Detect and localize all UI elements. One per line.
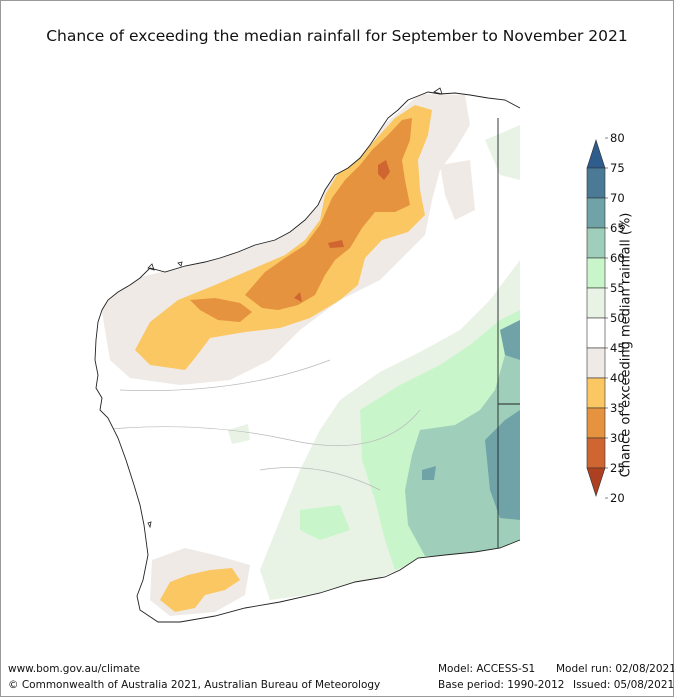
contour-lines xyxy=(99,359,421,491)
colorbar-tick-label: 50 xyxy=(610,311,625,325)
colorbar-tick-label: 30 xyxy=(610,431,625,445)
model-text: Model: ACCESS-S1 xyxy=(438,663,536,675)
map-title: Chance of exceeding the median rainfall … xyxy=(46,27,628,45)
coastline xyxy=(94,91,521,623)
colorbar-tick-label: 70 xyxy=(610,191,625,205)
colorbar-box-c70_75 xyxy=(586,167,606,199)
colorbar-tick-label: 55 xyxy=(610,281,625,295)
copyright-text: © Commonwealth of Australia 2021, Austra… xyxy=(8,679,381,691)
colorbar-box-c50_55 xyxy=(586,287,606,319)
colorbar-box-c60_65 xyxy=(586,227,606,259)
colorbar-tick-label: 45 xyxy=(610,341,625,355)
website-text: www.bom.gov.au/climate xyxy=(8,663,141,675)
colorbar-box-c35_40 xyxy=(586,377,606,409)
colorbar-box-c40_45 xyxy=(586,347,606,379)
colorbar-extend-high xyxy=(586,139,606,169)
colorbar-tick-label: 80 xyxy=(610,131,625,145)
colorbar-tick-label: 25 xyxy=(610,461,625,475)
colorbar-box-c65_70 xyxy=(586,197,606,229)
colorbar-extend-low xyxy=(586,467,606,497)
colorbar-tick-label: 40 xyxy=(610,371,625,385)
colorbar-tick-label: 60 xyxy=(610,251,625,265)
colorbar-box-c25_30 xyxy=(586,437,606,469)
model-run-text: Model run: 02/08/2021 xyxy=(556,663,674,675)
colorbar-box-c55_60 xyxy=(586,257,606,289)
colorbar-tick-label: 35 xyxy=(610,401,625,415)
band-60-65 xyxy=(405,330,520,556)
islands xyxy=(147,87,443,529)
colorbar-tick-label: 75 xyxy=(610,161,625,175)
colorbar-label: Chance of exceeding median rainfall (%) xyxy=(618,212,634,478)
colorbar-tick-label: 65 xyxy=(610,221,625,235)
colorbar-box-c30_35 xyxy=(586,407,606,439)
colorbar-tick-label: 20 xyxy=(610,491,625,505)
colorbar-box-c45_50 xyxy=(586,317,606,349)
base-period-text: Base period: 1990-2012 xyxy=(438,679,565,691)
state-borders xyxy=(497,118,520,548)
band-30-35 xyxy=(190,118,412,322)
band-65-70 xyxy=(422,320,520,520)
band-25-30 xyxy=(294,160,390,302)
issued-text: Issued: 05/08/2021 xyxy=(573,679,674,691)
